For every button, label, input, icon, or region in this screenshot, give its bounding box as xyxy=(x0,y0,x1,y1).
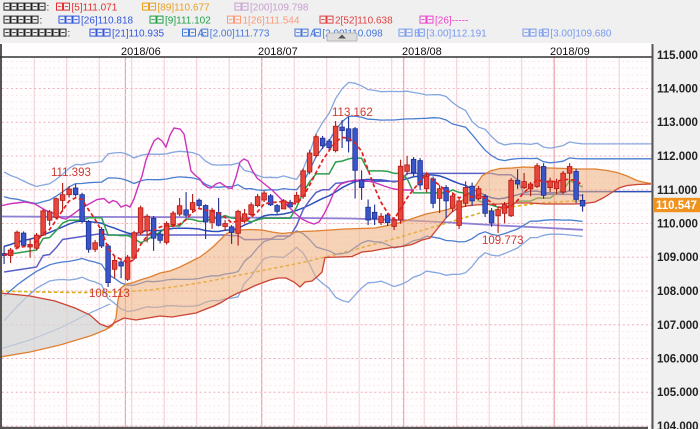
svg-text:110.000: 110.000 xyxy=(657,219,698,231)
svg-text:113.162: 113.162 xyxy=(332,107,373,119)
svg-text:[200]109.798: [200]109.798 xyxy=(250,3,309,14)
svg-text:B: B xyxy=(538,29,545,40)
svg-text:108.113: 108.113 xyxy=(89,288,130,300)
svg-text:[2.00]111.773: [2.00]111.773 xyxy=(210,29,270,40)
svg-text:A: A xyxy=(198,29,205,40)
svg-text:[5]111.071: [5]111.071 xyxy=(72,3,118,14)
svg-text:114.000: 114.000 xyxy=(657,84,698,96)
svg-text:109.773: 109.773 xyxy=(482,235,524,247)
svg-text:111.000: 111.000 xyxy=(657,185,697,197)
svg-text:111.393: 111.393 xyxy=(51,167,91,179)
svg-text::: : xyxy=(40,16,43,27)
svg-text:104.000: 104.000 xyxy=(657,421,699,429)
svg-text:105.000: 105.000 xyxy=(657,387,699,399)
svg-text:113.000: 113.000 xyxy=(657,117,698,129)
svg-text:1[26]111.544: 1[26]111.544 xyxy=(243,16,300,27)
svg-text:[3.00]109.680: [3.00]109.680 xyxy=(550,29,612,40)
svg-text:[3.00]112.191: [3.00]112.191 xyxy=(426,29,487,40)
svg-text:115.000: 115.000 xyxy=(657,50,698,62)
svg-text:A: A xyxy=(310,29,317,40)
svg-text:2018/09: 2018/09 xyxy=(550,46,590,58)
svg-text::: : xyxy=(47,3,50,14)
svg-text:108.000: 108.000 xyxy=(657,286,699,298)
svg-text:[26]-----: [26]----- xyxy=(435,16,468,27)
svg-text:109.000: 109.000 xyxy=(657,252,699,264)
svg-text:2018/07: 2018/07 xyxy=(258,46,298,58)
svg-text:2018/08: 2018/08 xyxy=(402,46,442,58)
svg-text:112.000: 112.000 xyxy=(657,151,698,163)
svg-text:[21]110.935: [21]110.935 xyxy=(112,29,165,40)
svg-text:2[52]110.638: 2[52]110.638 xyxy=(335,16,393,27)
svg-text:[26]110.818: [26]110.818 xyxy=(81,16,134,27)
svg-text:106.000: 106.000 xyxy=(657,354,699,366)
svg-text:110.547: 110.547 xyxy=(656,200,697,212)
svg-text:B: B xyxy=(414,29,421,40)
svg-text:107.000: 107.000 xyxy=(657,320,699,332)
svg-text::: : xyxy=(68,29,71,40)
svg-text:[9]111.102: [9]111.102 xyxy=(165,16,211,27)
svg-text:2018/06: 2018/06 xyxy=(121,46,161,58)
svg-text:[89]110.677: [89]110.677 xyxy=(158,3,211,14)
